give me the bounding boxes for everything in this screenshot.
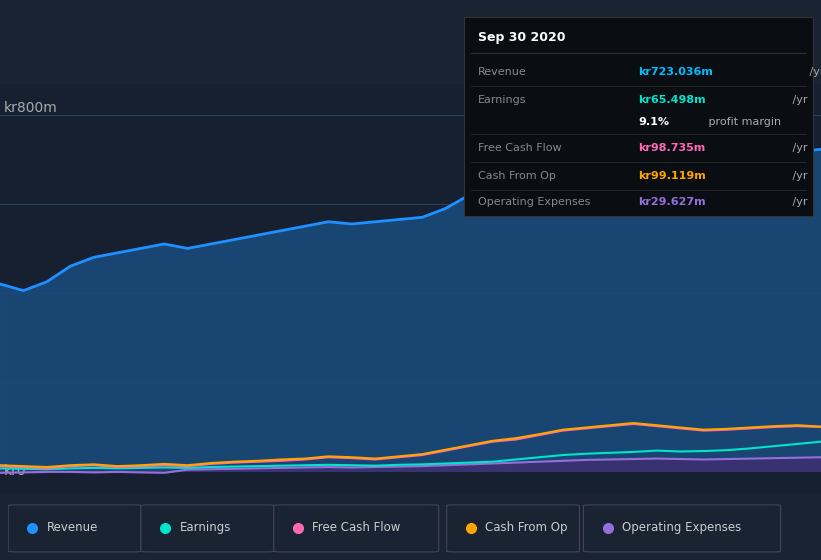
Text: /yr: /yr (805, 67, 821, 77)
Text: Cash From Op: Cash From Op (485, 521, 568, 534)
Text: /yr: /yr (789, 171, 808, 181)
Text: Operating Expenses: Operating Expenses (622, 521, 741, 534)
Text: Operating Expenses: Operating Expenses (478, 197, 590, 207)
Text: /yr: /yr (789, 197, 808, 207)
Text: Free Cash Flow: Free Cash Flow (312, 521, 401, 534)
Text: Earnings: Earnings (478, 95, 526, 105)
Text: Revenue: Revenue (478, 67, 526, 77)
FancyBboxPatch shape (141, 505, 273, 552)
Text: Earnings: Earnings (180, 521, 231, 534)
Text: profit margin: profit margin (705, 117, 782, 127)
Text: kr800m: kr800m (4, 101, 57, 115)
FancyBboxPatch shape (8, 505, 141, 552)
Text: Revenue: Revenue (47, 521, 99, 534)
Text: kr99.119m: kr99.119m (639, 171, 706, 181)
Text: kr0: kr0 (4, 464, 27, 478)
Text: Sep 30 2020: Sep 30 2020 (478, 31, 566, 44)
Text: kr723.036m: kr723.036m (639, 67, 713, 77)
Text: kr98.735m: kr98.735m (639, 143, 705, 153)
Text: kr65.498m: kr65.498m (639, 95, 706, 105)
Text: 9.1%: 9.1% (639, 117, 669, 127)
Text: /yr: /yr (789, 143, 808, 153)
FancyBboxPatch shape (447, 505, 580, 552)
FancyBboxPatch shape (584, 505, 781, 552)
Text: kr29.627m: kr29.627m (639, 197, 706, 207)
Text: Cash From Op: Cash From Op (478, 171, 556, 181)
FancyBboxPatch shape (273, 505, 438, 552)
Text: Free Cash Flow: Free Cash Flow (478, 143, 562, 153)
Text: /yr: /yr (789, 95, 808, 105)
